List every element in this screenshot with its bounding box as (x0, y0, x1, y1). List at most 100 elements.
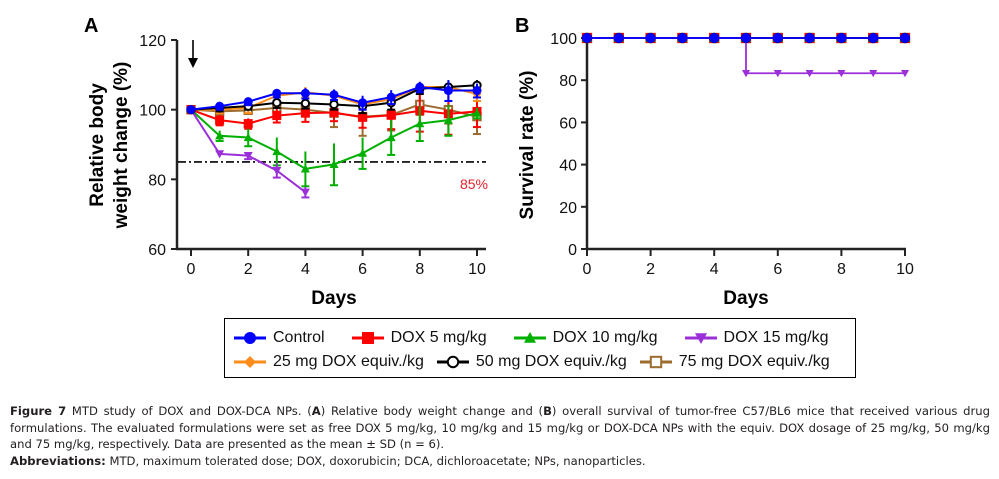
legend-item: DOX 15 mg/kg (684, 329, 828, 347)
panel-a-data-point (358, 98, 368, 108)
legend-item: Control (233, 329, 325, 347)
panel-b-data-point (836, 33, 847, 43)
legend-marker (446, 355, 460, 369)
panel-b: B 0 20 40 60 80 100 0 2 4 6 8 10 Survival rate (%)… (515, 15, 914, 309)
dosing-arrow-icon (188, 40, 198, 68)
panel-b-data-point (741, 33, 751, 43)
caption-abbrev-label: Abbreviations: (10, 453, 106, 468)
panel-b-y-tick-label: 40 (559, 158, 577, 175)
panel-b-y-label: Survival rate (%) (517, 71, 538, 220)
panel-b-data-point (869, 70, 878, 78)
caption-abbreviations: Abbreviations: MTD, maximum tolerated do… (10, 453, 990, 470)
panel-a-data-point (272, 167, 282, 176)
legend-marker-icon (234, 356, 266, 368)
panel-b-x-tick-label: 6 (773, 261, 782, 278)
panel-a-y-label-line2: weight change (%) (111, 62, 132, 230)
panel-b-data-point (613, 33, 624, 43)
panel-a-data-point (386, 133, 396, 142)
panel-a-data-point (243, 152, 253, 161)
panel-a-data-point (415, 82, 425, 92)
panel-a-data-point (329, 99, 339, 110)
panel-a-data-point (329, 90, 339, 100)
panel-a-x-tick-label: 0 (187, 261, 196, 278)
caption-text-3: ) overall survival of tumor-free C57/BL6… (10, 404, 990, 451)
legend-label: DOX 10 mg/kg (552, 329, 658, 346)
figure-caption: Figure 7 MTD study of DOX and DOX-DCA NP… (10, 403, 990, 469)
panel-a-data-point (272, 146, 282, 156)
panel-b-x-tick-label: 0 (583, 261, 592, 278)
legend-label: 25 mg DOX equiv./kg (273, 353, 424, 370)
panel-b-y-tick-label: 60 (559, 115, 577, 132)
panel-a-y-label-line1: Relative body (87, 83, 108, 207)
panel-b-series-line (587, 37, 905, 75)
panel-a-data-point (329, 159, 339, 168)
panel-a-label: A (84, 15, 98, 37)
panel-a-series-dox-15-mg-kg (186, 106, 310, 199)
legend-marker (361, 332, 374, 344)
legend-marker (244, 332, 256, 344)
panel-b-data-point (805, 70, 814, 78)
legend-label: 75 mg DOX equiv./kg (678, 353, 830, 370)
panel-a-series-dox-10-mg-kg (186, 104, 482, 188)
panel-b-data-point (582, 33, 592, 43)
panel-b-data-point (645, 33, 656, 43)
panel-a: A 60 80 100 120 0 2 4 6 8 10 Relative body weigh… (84, 15, 488, 309)
panel-b-label: B (515, 15, 529, 37)
caption-figure-label: Figure 7 (10, 404, 67, 418)
legend-marker-icon (513, 332, 546, 343)
panel-a-data-point (386, 110, 396, 120)
panel-b-y-tick-label: 0 (568, 242, 577, 259)
panel-b-data-point (773, 70, 782, 78)
panel-b-x-tick-label: 2 (646, 261, 655, 278)
panel-a-data-point (443, 115, 453, 124)
legend-label: 50 mg DOX equiv./kg (475, 353, 627, 370)
panel-a-series-control (186, 80, 482, 115)
panel-a-x-tick-label: 10 (468, 261, 486, 278)
panel-b-data-point (772, 33, 783, 43)
legend-marker-icon (234, 332, 266, 344)
panel-a-data-point (215, 150, 225, 159)
panel-a-data-point (443, 86, 453, 96)
panel-a-x-tick-label: 8 (415, 261, 424, 278)
panel-a-data-point (272, 88, 282, 98)
legend-item: DOX 10 mg/kg (513, 329, 658, 347)
panel-b-series-control (582, 33, 910, 43)
legend-item: 50 mg DOX equiv./kg (436, 353, 627, 371)
panel-b-x-tick-label: 10 (896, 261, 914, 278)
legend-marker-icon (684, 333, 717, 344)
panel-a-data-point (300, 88, 310, 98)
panel-b-x-tick-label: 4 (710, 261, 719, 278)
panel-b-data-point (900, 33, 910, 43)
caption-text-1: MTD study of DOX and DOX-DCA NPs. ( (66, 404, 312, 418)
panel-a-x-tick-label: 6 (358, 261, 367, 278)
legend-marker (694, 333, 707, 344)
legend-label: DOX 5 mg/kg (390, 329, 487, 346)
panel-b-data-point (868, 33, 879, 43)
panel-b-x-label: Days (723, 288, 768, 309)
panel-a-data-point (472, 108, 482, 117)
panel-b-y-tick-label: 80 (559, 73, 577, 90)
panel-b-x-tick-label: 8 (837, 261, 846, 278)
panel-a-x-tick-label: 2 (244, 261, 253, 278)
panel-a-data-point (300, 98, 311, 109)
panel-a-x-label: Days (311, 288, 356, 309)
panel-a-data-point (243, 133, 253, 142)
panel-b-y-tick-label: 100 (550, 31, 577, 48)
panel-a-data-point (415, 119, 425, 128)
panel-a-data-point (358, 112, 368, 122)
legend-item: 75 mg DOX equiv./kg (639, 353, 830, 371)
legend-marker (244, 356, 256, 368)
panel-a-data-point (272, 98, 282, 108)
panel-a-data-point (386, 92, 396, 102)
legend-marker (649, 355, 662, 369)
panel-a-data-point (186, 105, 196, 115)
panel-b-data-point (677, 33, 688, 43)
panel-a-data-point (300, 164, 310, 173)
legend-label: Control (273, 329, 325, 346)
panel-a-data-point (358, 148, 368, 157)
panel-a-data-point (300, 108, 310, 118)
panel-b-data-point (804, 33, 815, 43)
panel-a-data-point (215, 115, 225, 125)
panel-b-data-point (709, 33, 720, 43)
